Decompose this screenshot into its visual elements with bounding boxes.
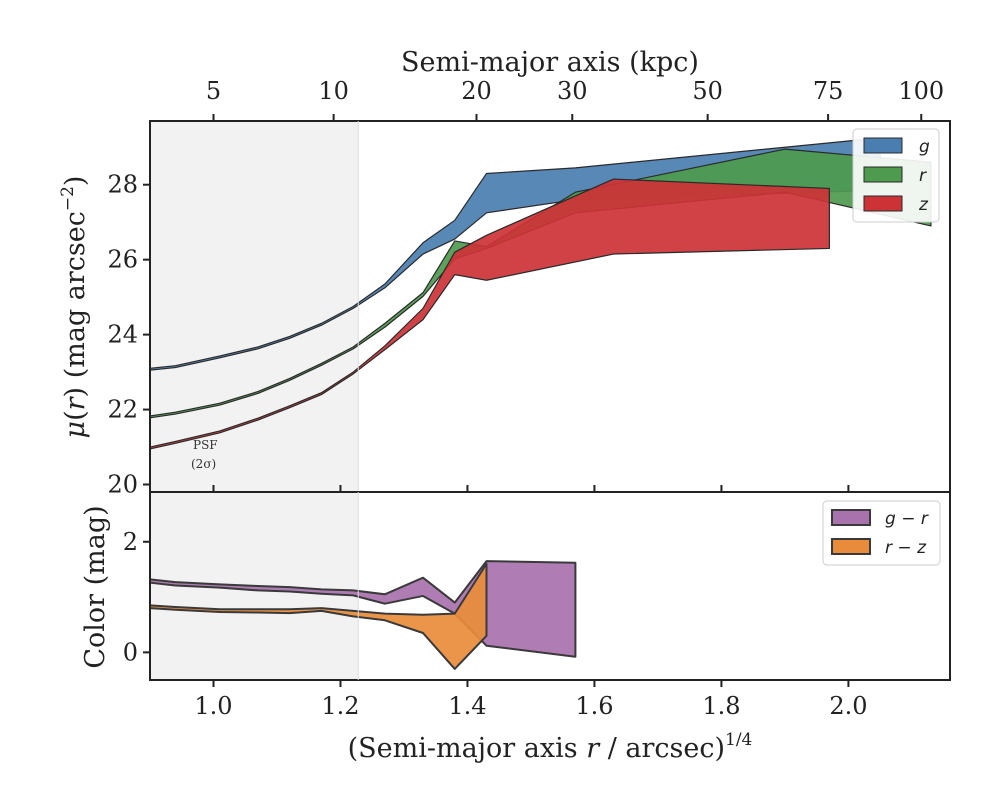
ytick-label: 20 [107, 471, 138, 499]
legend-colors: g − r r − z [822, 500, 941, 566]
mu-symbol: μ [60, 421, 91, 439]
ytick-label: 28 [107, 171, 138, 199]
kpc-tick-label: 20 [461, 77, 492, 105]
kpc-tick-label: 5 [206, 77, 221, 105]
color-ytick-label: 2 [123, 528, 138, 556]
ylabel-r: r [60, 395, 91, 410]
xtick-label: 1.0 [194, 692, 232, 720]
bottom-x-axis-label: (Semi-major axis r / arcsec)1/4 [348, 730, 753, 764]
bottom-panel-frame [149, 491, 951, 681]
legend-swatch-color-1 [831, 538, 871, 555]
surface-brightness-panel: 20 22 24 26 28 5 10 20 30 50 75 100 PSF (2σ) grz [107, 77, 951, 499]
band-color-1 [149, 562, 488, 670]
psf-shaded-region [150, 121, 359, 492]
ylabel-open: ( [60, 410, 91, 421]
ytick-label: 22 [107, 396, 138, 424]
ytick-label: 24 [107, 321, 138, 349]
band-z [149, 178, 830, 450]
ylabel-sup: −2 [58, 186, 78, 211]
kpc-tick-label: 100 [898, 77, 944, 105]
legend-label-r: r [919, 166, 927, 186]
ylabel-close: ) [60, 387, 91, 398]
band-color-0 [149, 560, 577, 658]
top-axis-label: Semi-major axis (kpc) [401, 47, 699, 78]
kpc-tick-label: 50 [692, 77, 723, 105]
legend-label-color-0: g − r [885, 509, 929, 529]
xlabel-open: (Semi-major axis [348, 733, 587, 764]
legend-swatch-z [863, 195, 903, 212]
xtick-label: 1.6 [575, 692, 613, 720]
kpc-tick-label: 75 [813, 77, 844, 105]
xtick-label: 1.2 [321, 692, 359, 720]
color-ytick-label: 0 [123, 638, 138, 666]
legend-swatch-r [863, 166, 903, 183]
color-panel: 0 2 1.0 1.2 1.4 1.6 1.8 2.0 g − r r − z [123, 491, 951, 720]
xlabel-sup: 1/4 [725, 730, 752, 750]
kpc-tick-label: 30 [557, 77, 588, 105]
psf-sub-label: (2σ) [191, 457, 216, 471]
xtick-label: 2.0 [829, 692, 867, 720]
legend-swatch-g [863, 137, 903, 154]
ylabel-unit: (mag arcsec [60, 211, 91, 387]
legend-bands: grz [852, 128, 940, 223]
ytick-label: 26 [107, 246, 138, 274]
xtick-label: 1.8 [702, 692, 740, 720]
top-y-axis-label: μ(r) (mag arcsec−2) [58, 176, 91, 439]
legend-label-g: g [919, 137, 930, 157]
legend-label-color-1: r − z [885, 538, 927, 558]
legend-label-z: z [918, 195, 929, 215]
color-y-axis-label: Color (mag) [80, 505, 111, 668]
xtick-label: 1.4 [448, 692, 486, 720]
xlabel-mid: / arcsec) [599, 733, 725, 764]
legend-swatch-color-0 [831, 509, 871, 526]
ylabel-end: ) [60, 176, 91, 187]
kpc-tick-label: 10 [318, 77, 349, 105]
psf-label: PSF [193, 438, 218, 452]
xlabel-r: r [586, 733, 601, 764]
